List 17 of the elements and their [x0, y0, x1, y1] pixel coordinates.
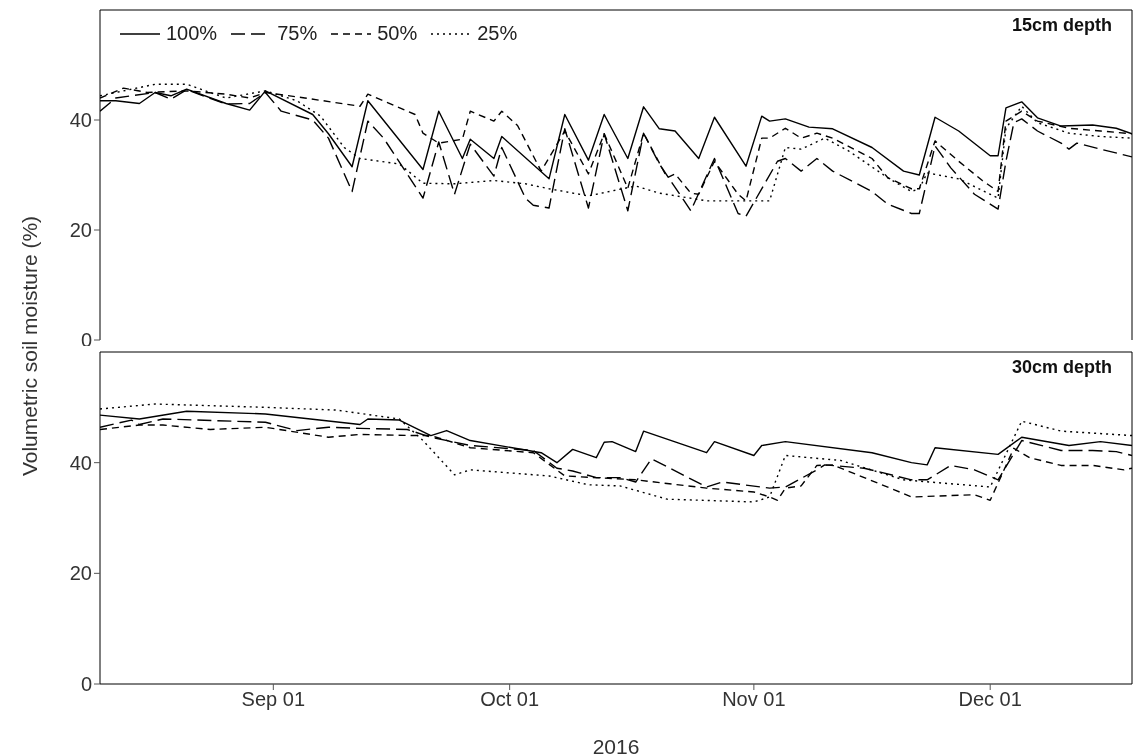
- legend-label: 50%: [377, 22, 418, 45]
- x-tick-label: Oct 01: [480, 688, 540, 711]
- legend-label: 100%: [166, 22, 218, 45]
- x-axis-title: 2016: [592, 735, 640, 754]
- x-tick-label: Sep 01: [241, 688, 306, 711]
- legend-label: 75%: [277, 22, 318, 45]
- chart-title: 30cm depth: [1011, 357, 1112, 378]
- x-tick-label: Dec 01: [958, 688, 1022, 711]
- y-tick-label: 20: [69, 219, 92, 242]
- y-tick-label: 0: [80, 673, 92, 696]
- x-tick-label: Nov 01: [722, 688, 786, 711]
- y-axis-title: Volumetric soil moisture (%): [18, 215, 42, 477]
- y-tick-label: 20: [69, 562, 92, 585]
- y-tick-label: 40: [69, 451, 92, 474]
- legend-label: 25%: [477, 22, 518, 45]
- y-tick-label: 40: [69, 109, 92, 132]
- chart-title: 15cm depth: [1011, 15, 1112, 36]
